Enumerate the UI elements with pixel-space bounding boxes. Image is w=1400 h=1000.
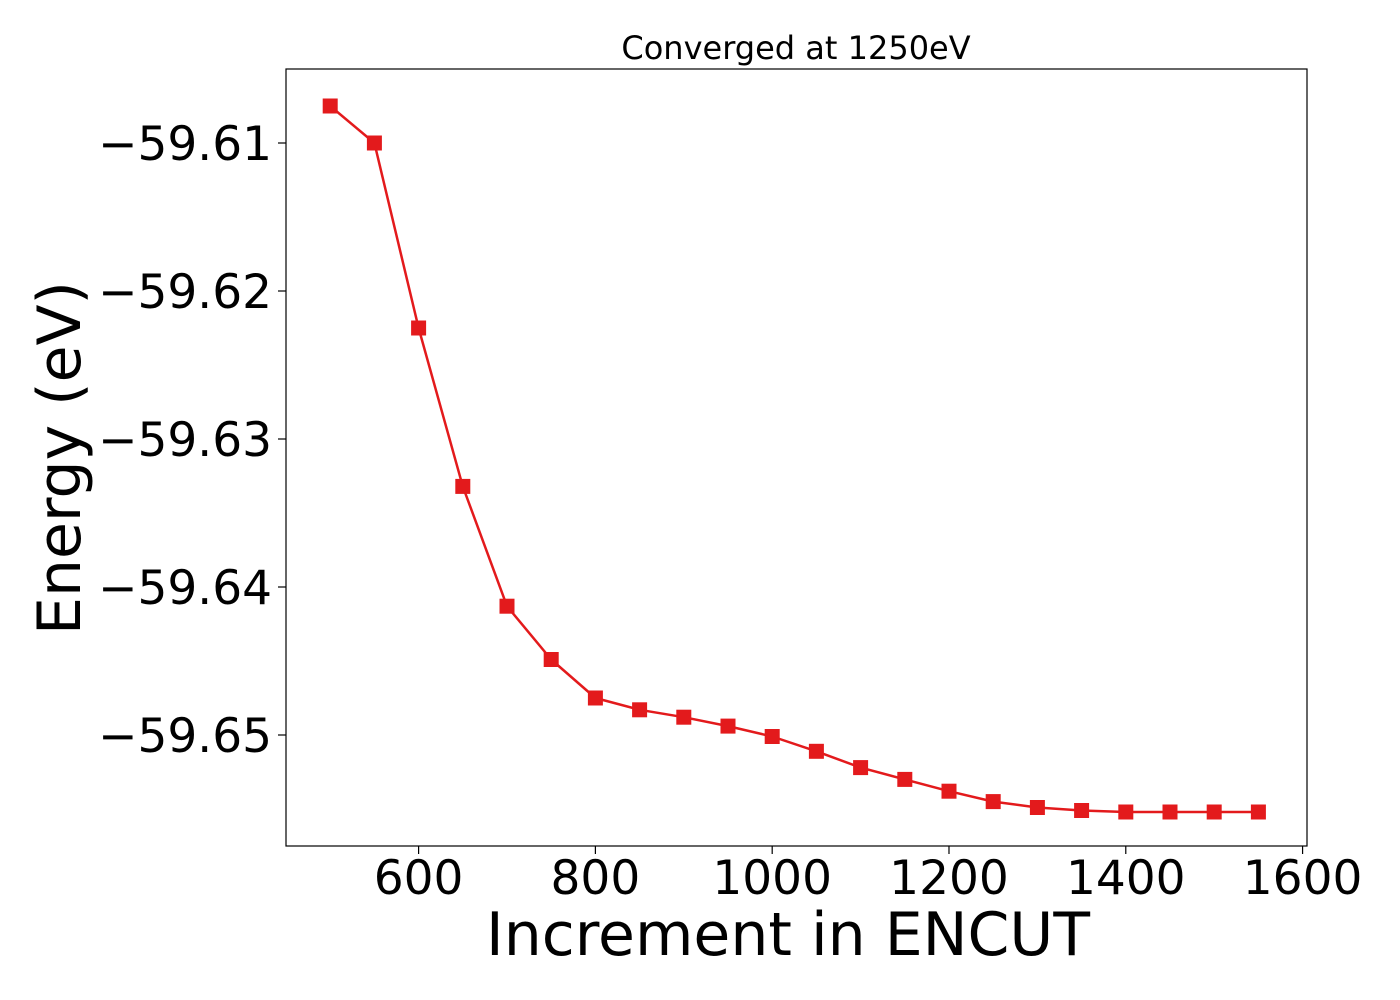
x-tick-label: 600 bbox=[374, 851, 464, 906]
data-point-marker bbox=[941, 783, 957, 799]
plot-area bbox=[322, 98, 1266, 820]
y-tick-label: −59.65 bbox=[98, 709, 272, 764]
x-tick-label: 1400 bbox=[1066, 851, 1186, 906]
data-point-marker bbox=[1074, 803, 1090, 818]
y-tick-label: −59.63 bbox=[98, 413, 272, 468]
data-point-marker bbox=[587, 690, 603, 706]
data-point-marker bbox=[853, 760, 869, 776]
x-tick-label: 1000 bbox=[712, 851, 832, 906]
y-tick-label: −59.61 bbox=[98, 117, 272, 172]
data-point-marker bbox=[411, 320, 427, 336]
data-point-marker bbox=[985, 794, 1001, 810]
chart-title: Converged at 1250eV bbox=[621, 29, 970, 67]
data-point-marker bbox=[764, 729, 780, 744]
x-tick-label: 800 bbox=[551, 851, 641, 906]
y-tick-label: −59.62 bbox=[98, 265, 272, 320]
data-point-marker bbox=[499, 598, 515, 614]
x-tick-label: 1600 bbox=[1243, 851, 1363, 906]
data-point-marker bbox=[897, 771, 913, 787]
y-axis: −59.61 −59.62 −59.63 −59.64 −59.65 bbox=[98, 117, 286, 764]
data-point-marker bbox=[1118, 804, 1134, 820]
x-axis: 600 800 1000 1200 1400 1600 bbox=[374, 846, 1363, 906]
x-tick-label: 1200 bbox=[889, 851, 1009, 906]
data-point-marker bbox=[366, 135, 382, 151]
data-point-marker bbox=[632, 702, 648, 718]
data-point-marker bbox=[1029, 800, 1045, 815]
y-tick-label: −59.64 bbox=[98, 561, 272, 616]
data-point-marker bbox=[543, 652, 559, 667]
data-point-marker bbox=[808, 743, 824, 759]
data-point-marker bbox=[455, 478, 471, 494]
data-point-marker bbox=[1250, 804, 1266, 820]
data-point-marker bbox=[720, 718, 736, 734]
y-axis-label: Energy (eV) bbox=[25, 281, 95, 635]
series-line bbox=[329, 105, 1259, 814]
data-point-marker bbox=[676, 709, 692, 725]
x-axis-label: Increment in ENCUT bbox=[486, 900, 1090, 970]
data-point-marker bbox=[322, 98, 338, 114]
data-point-marker bbox=[1162, 804, 1178, 820]
data-point-marker bbox=[1206, 804, 1222, 820]
plot-frame bbox=[285, 68, 1308, 847]
